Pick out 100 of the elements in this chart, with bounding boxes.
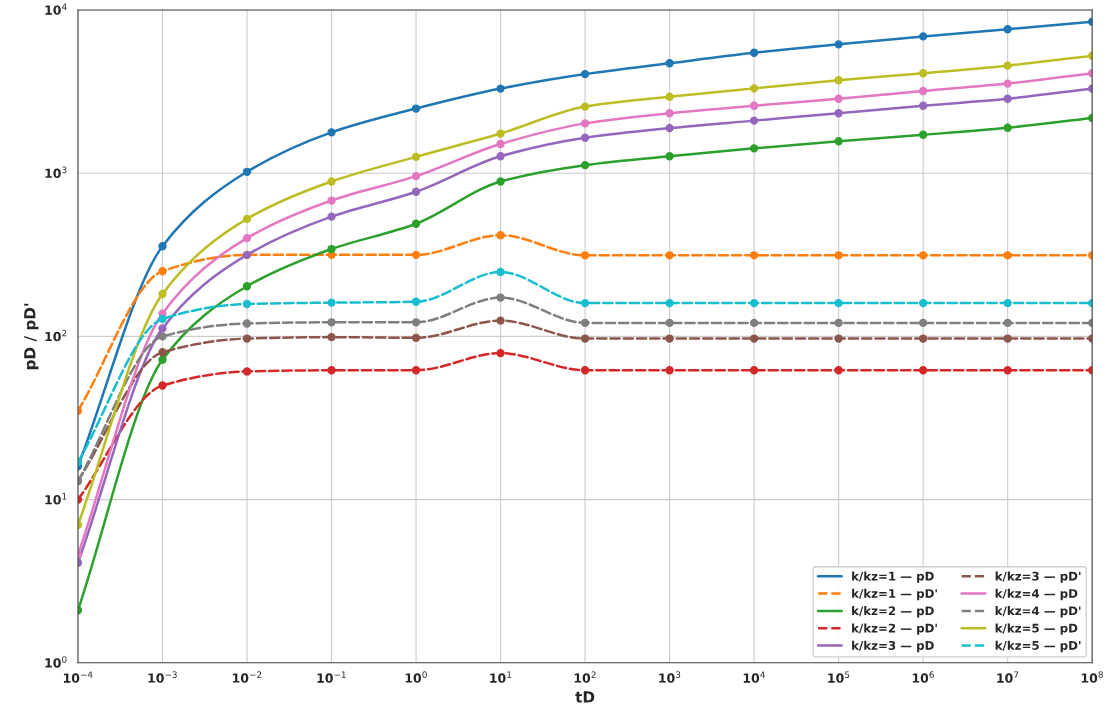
x-tick-label: 10$^{5}$ [828, 671, 850, 683]
point [158, 324, 167, 333]
legend-label: k/kz=2 — pD [852, 606, 934, 618]
point [1003, 123, 1012, 132]
point [749, 298, 759, 308]
y-axis-title: pD / pD' [24, 303, 39, 370]
y-tick-label: 10$^{3}$ [45, 166, 67, 179]
point [665, 318, 674, 328]
point [496, 231, 505, 240]
point [918, 32, 928, 41]
y-tick-label: 10$^{2}$ [45, 329, 67, 342]
point [411, 152, 421, 161]
point [580, 69, 590, 79]
point [327, 366, 336, 375]
point [749, 334, 759, 343]
point [749, 116, 759, 125]
point [580, 133, 590, 142]
x-tick-label: 10$^{3}$ [659, 671, 681, 683]
point [834, 40, 843, 49]
point [158, 348, 167, 357]
point [918, 130, 928, 139]
point [665, 334, 674, 343]
point [1003, 318, 1012, 328]
point [411, 219, 421, 228]
legend-label: k/kz=4 — pD' [995, 606, 1081, 618]
point [242, 214, 252, 224]
point [158, 332, 167, 341]
point [496, 139, 505, 149]
point [1003, 251, 1012, 260]
point [242, 233, 252, 243]
y-tick-label: 10$^{0}$ [45, 656, 67, 668]
point [411, 318, 421, 327]
point [1003, 298, 1012, 308]
legend-label: k/kz=1 — pD [852, 571, 934, 583]
legend-label: k/kz=3 — pD' [995, 571, 1081, 583]
point [749, 144, 759, 153]
point [1003, 366, 1012, 375]
point [496, 177, 505, 186]
point [580, 119, 590, 128]
point [242, 334, 252, 343]
point [665, 251, 674, 260]
point [327, 332, 336, 342]
x-tick-label: 10$^{4}$ [743, 671, 765, 683]
point [411, 333, 421, 343]
y-tick-label: 10$^{1}$ [45, 493, 67, 505]
point [158, 314, 167, 324]
point [411, 104, 421, 113]
point [411, 250, 421, 260]
point [834, 366, 843, 375]
point [158, 381, 167, 390]
point [749, 84, 759, 93]
point [242, 319, 252, 328]
point [327, 196, 336, 205]
point [665, 152, 674, 161]
point [496, 129, 505, 138]
point [834, 76, 843, 85]
legend-label: k/kz=4 — pD [995, 588, 1078, 601]
x-tick-label: 10$^{−3}$ [148, 671, 177, 683]
x-tick-label: 10$^{−1}$ [317, 671, 346, 683]
point [918, 251, 928, 260]
point [411, 366, 421, 375]
legend-label: k/kz=5 — pD' [995, 640, 1081, 653]
point [327, 244, 336, 254]
point [580, 366, 590, 375]
point [327, 212, 336, 221]
point [834, 251, 843, 260]
point [1003, 61, 1012, 70]
point [665, 109, 674, 118]
point [580, 318, 590, 328]
point [834, 318, 843, 328]
point [918, 86, 928, 96]
point [1003, 79, 1012, 88]
point [1003, 334, 1012, 343]
point [411, 171, 421, 181]
y-tick-label: 10$^{4}$ [45, 3, 67, 15]
point [580, 251, 590, 260]
point [496, 293, 505, 302]
x-tick-label: 10$^{8}$ [1081, 671, 1103, 683]
point [918, 334, 928, 343]
x-tick-label: 10$^{6}$ [912, 671, 934, 683]
legend-label: k/kz=1 — pD' [852, 588, 937, 601]
point [918, 101, 928, 110]
x-tick-label: 10$^{2}$ [574, 671, 596, 683]
point [918, 298, 928, 308]
x-tick-label: 10$^{7}$ [997, 671, 1019, 683]
point [496, 84, 505, 93]
point [1003, 25, 1012, 34]
point [327, 318, 336, 327]
point [327, 177, 336, 186]
x-tick-label: 10$^{−2}$ [232, 671, 262, 683]
point [834, 334, 843, 343]
point [749, 48, 759, 57]
point [411, 187, 421, 196]
point [749, 318, 759, 328]
point [665, 59, 674, 68]
point [918, 69, 928, 78]
point [665, 298, 674, 308]
point [158, 267, 167, 276]
point [1003, 94, 1012, 103]
point [327, 298, 336, 307]
